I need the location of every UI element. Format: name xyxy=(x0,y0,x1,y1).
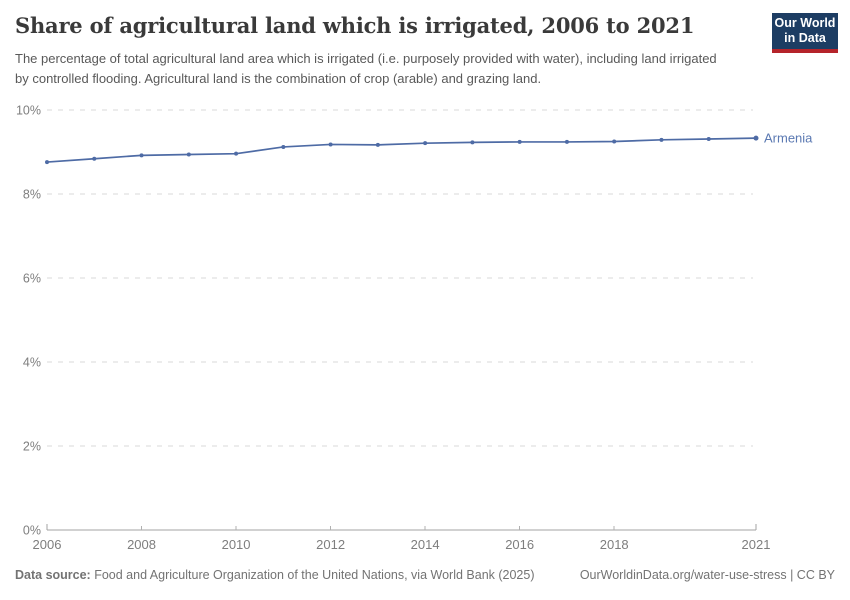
data-point xyxy=(45,160,49,165)
data-point xyxy=(92,156,97,161)
series-line xyxy=(46,137,757,163)
data-point xyxy=(234,151,239,156)
y-axis-tick-label: 10% xyxy=(16,104,41,118)
x-axis-tick-label: 2021 xyxy=(742,537,771,552)
x-axis-tick-label: 2016 xyxy=(505,537,534,552)
y-axis-tick-label: 8% xyxy=(23,188,41,202)
data-source-text: Food and Agriculture Organization of the… xyxy=(90,568,535,582)
title-block: Share of agricultural land which is irri… xyxy=(15,13,729,89)
y-axis-tick-label: 6% xyxy=(23,272,41,286)
data-point xyxy=(139,153,144,158)
owid-logo-line2: in Data xyxy=(784,31,826,45)
data-point xyxy=(423,141,428,146)
line-chart[interactable]: 0% 2% 4% 6% 8% 10% 2006 2008 2010 2012 2014 2016 201… xyxy=(0,100,850,560)
y-axis-tick-label: 2% xyxy=(23,440,41,454)
y-axis-tick-label: 4% xyxy=(23,356,41,370)
data-point xyxy=(706,136,711,141)
data-point xyxy=(328,142,333,147)
y-axis-tick-label: 0% xyxy=(23,524,41,538)
owid-logo[interactable]: Our World in Data xyxy=(772,13,838,53)
chart-footer: Data source: Food and Agriculture Organi… xyxy=(15,567,835,583)
x-axis-tick-label: 2014 xyxy=(411,537,440,552)
chart-subtitle: The percentage of total agricultural lan… xyxy=(15,51,717,87)
x-axis-tick-label: 2012 xyxy=(316,537,345,552)
chart-header: Share of agricultural land which is irri… xyxy=(15,13,838,89)
data-point xyxy=(659,137,664,142)
data-point xyxy=(375,142,380,147)
x-axis-tick-label: 2008 xyxy=(127,537,156,552)
credit-link[interactable]: OurWorldinData.org/water-use-stress | CC… xyxy=(579,568,835,582)
data-source-note: Data source: Food and Agriculture Organi… xyxy=(15,567,535,583)
data-point xyxy=(564,139,569,144)
data-point xyxy=(281,144,286,149)
data-point xyxy=(186,152,191,157)
data-point xyxy=(470,140,475,145)
chart-title: Share of agricultural land which is irri… xyxy=(15,13,695,38)
entity-label[interactable]: Armenia xyxy=(764,131,813,146)
data-point xyxy=(753,135,759,141)
data-source-label: Data source: xyxy=(15,568,91,582)
owid-logo-line1: Our World xyxy=(774,16,836,30)
x-axis-tick-label: 2018 xyxy=(600,537,629,552)
x-axis-tick-label: 2006 xyxy=(33,537,62,552)
data-point xyxy=(612,139,617,144)
chart-canvas: 0% 2% 4% 6% 8% 10% 2006 2008 2010 2012 2014 2016 201… xyxy=(16,104,813,553)
x-axis-tick-label: 2010 xyxy=(222,537,251,552)
data-point xyxy=(517,139,522,144)
